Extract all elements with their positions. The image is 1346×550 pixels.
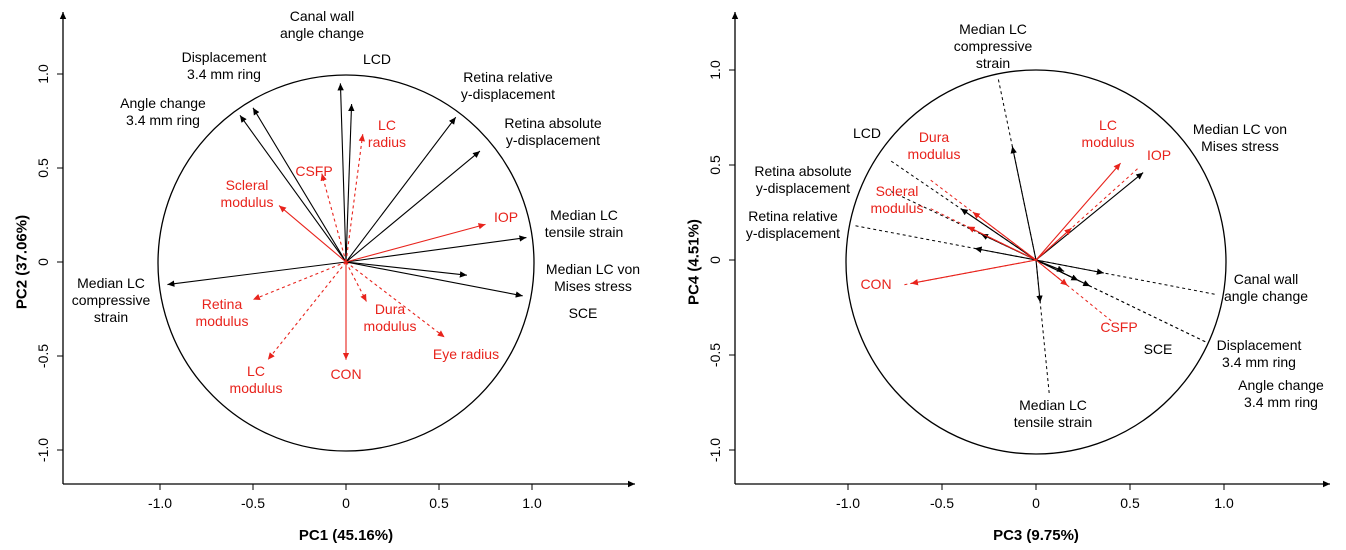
x-tick-label: 1.0 [1214, 495, 1234, 511]
vector-csfp [320, 173, 347, 263]
x-tick-label: -1.0 [148, 495, 172, 511]
label-retina-relative-y-displacement: Retina relative y-displacement [461, 69, 555, 102]
vector-median-lc-tensile-strain [1035, 259, 1043, 303]
vector-guide-retina-relative-y-displacement [855, 225, 1037, 261]
x-tick-label: 0.5 [429, 495, 449, 511]
label-median-lc-von-mises-stress: Median LC von Mises stress [1193, 121, 1287, 154]
vector-median-lc-von-mises-stress [345, 261, 523, 298]
vector-median-lc-von-mises-stress [1035, 172, 1144, 261]
biplot-pc1-pc2: -1.0 -0.5 0 0.5 1.0 -1.0 -0.5 0 0.5 1.0 PC1 (45.16… [14, 8, 641, 544]
label-angle-change-3-4-mm-ring: Angle change 3.4 mm ring [1238, 377, 1324, 410]
label-scleral-modulus: Scleral modulus [871, 183, 924, 216]
vector-retina-modulus [252, 261, 347, 301]
label-dura-modulus: Dura modulus [364, 301, 417, 334]
vector-csfp [1035, 259, 1068, 286]
y-tick-label: -0.5 [707, 343, 723, 367]
label-median-lc-von-mises-stress: Median LC von Mises stress [546, 261, 640, 294]
vector-scleral-modulus [278, 205, 347, 263]
vector-sce [1035, 259, 1065, 272]
y-tick-label: -1.0 [35, 438, 51, 462]
y-tick-label: -0.5 [35, 344, 51, 368]
label-iop: IOP [494, 209, 518, 225]
label-displacement-3-4-mm-ring: Displacement 3.4 mm ring [1217, 337, 1302, 370]
label-lc-modulus: LC modulus [230, 363, 283, 396]
label-con: CON [330, 366, 361, 382]
y-tick-label: -1.0 [707, 438, 723, 462]
label-canal-wall-angle-change: Canal wall angle change [280, 8, 364, 41]
y-tick-label: 0.5 [35, 158, 51, 178]
biplot-pc3-pc4: -1.0 -0.5 0 0.5 1.0 -1.0 -0.5 0 0.5 1.0 PC3 (9.75%… [686, 12, 1330, 544]
x-tick-label: 0 [342, 495, 350, 511]
label-sce: SCE [1144, 341, 1173, 357]
y-axis-title: PC2 (37.06%) [14, 215, 31, 309]
label-sce: SCE [569, 305, 598, 321]
label-median-lc-compressive-strain: Median LC compressive strain [954, 21, 1033, 71]
label-retina-absolute-y-displacement: Retina absolute y-displacement [504, 115, 602, 148]
vector-canal-wall-angle-change [1035, 259, 1104, 275]
x-tick-label: -0.5 [930, 495, 954, 511]
label-displacement-3-4-mm-ring: Displacement 3.4 mm ring [182, 49, 267, 82]
vector-con [910, 259, 1037, 286]
x-axis-title: PC3 (9.75%) [993, 527, 1079, 544]
label-csfp: CSFP [1100, 319, 1137, 335]
label-dura-modulus: Dura modulus [908, 129, 961, 162]
vector-dura-modulus [345, 261, 367, 302]
label-retina-relative-y-displacement: Retina relative y-displacement [746, 208, 840, 241]
y-tick-label: 0 [707, 256, 723, 264]
vector-sce [345, 261, 467, 278]
label-median-lc-compressive-strain: Median LC compressive strain [72, 275, 151, 325]
label-retina-modulus: Retina modulus [196, 296, 249, 329]
label-lc-modulus: LC modulus [1082, 117, 1135, 150]
vector-guide-iop [1035, 168, 1138, 261]
vector-lc-modulus [1035, 162, 1122, 261]
vector-iop [1035, 227, 1072, 261]
label-median-lc-tensile-strain: Median LC tensile strain [545, 207, 624, 240]
vector-retina-relative-y-displacement [974, 246, 1037, 261]
label-con: CON [860, 276, 891, 292]
vector-lcd [960, 208, 1037, 261]
x-tick-label: -0.5 [241, 495, 265, 511]
vector-median-lc-compressive-strain [167, 261, 347, 287]
label-canal-wall-angle-change: Canal wall angle change [1224, 271, 1308, 304]
label-lc-radius: LC radius [368, 117, 406, 150]
vector-lcd [345, 104, 355, 263]
label-iop: IOP [1147, 147, 1171, 163]
y-axis-title: PC4 (4.51%) [686, 219, 703, 305]
vector-canal-wall-angle-change [337, 83, 347, 263]
vector-angle-change-3-4-mm-ring [239, 115, 347, 263]
label-median-lc-tensile-strain: Median LC tensile strain [1014, 397, 1093, 430]
vector-lc-modulus [267, 261, 347, 361]
label-lcd: LCD [853, 125, 881, 141]
y-tick-label: 0.5 [707, 155, 723, 175]
vector-guide-median-lc-tensile-strain [1035, 259, 1050, 394]
x-tick-label: 0 [1032, 495, 1040, 511]
correlation-circle [845, 69, 1227, 455]
x-tick-label: 0.5 [1120, 495, 1140, 511]
vector-median-lc-tensile-strain [345, 235, 527, 263]
vector-displacement-3-4-mm-ring [252, 107, 347, 263]
label-scleral-modulus: Scleral modulus [221, 177, 274, 210]
label-angle-change-3-4-mm-ring: Angle change 3.4 mm ring [120, 95, 206, 128]
x-axis-title: PC1 (45.16%) [299, 527, 393, 544]
y-tick-label: 0 [35, 258, 51, 266]
vector-retina-relative-y-displacement [345, 116, 457, 263]
y-tick-label: 1.0 [707, 60, 723, 80]
vector-iop [345, 223, 486, 263]
label-eye-radius: Eye radius [433, 346, 499, 362]
label-csfp: CSFP [295, 163, 332, 179]
x-tick-label: 1.0 [522, 495, 542, 511]
label-retina-absolute-y-displacement: Retina absolute y-displacement [754, 163, 852, 196]
y-tick-label: 1.0 [35, 64, 51, 84]
vector-eye-radius [345, 261, 445, 338]
x-tick-label: -1.0 [836, 495, 860, 511]
vector-median-lc-compressive-strain [1010, 146, 1037, 261]
vector-retina-absolute-y-displacement [345, 150, 481, 263]
correlation-circle [157, 74, 535, 452]
label-lcd: LCD [363, 51, 391, 67]
vector-scleral-modulus [967, 226, 1037, 261]
vector-dura-modulus [972, 211, 1037, 261]
